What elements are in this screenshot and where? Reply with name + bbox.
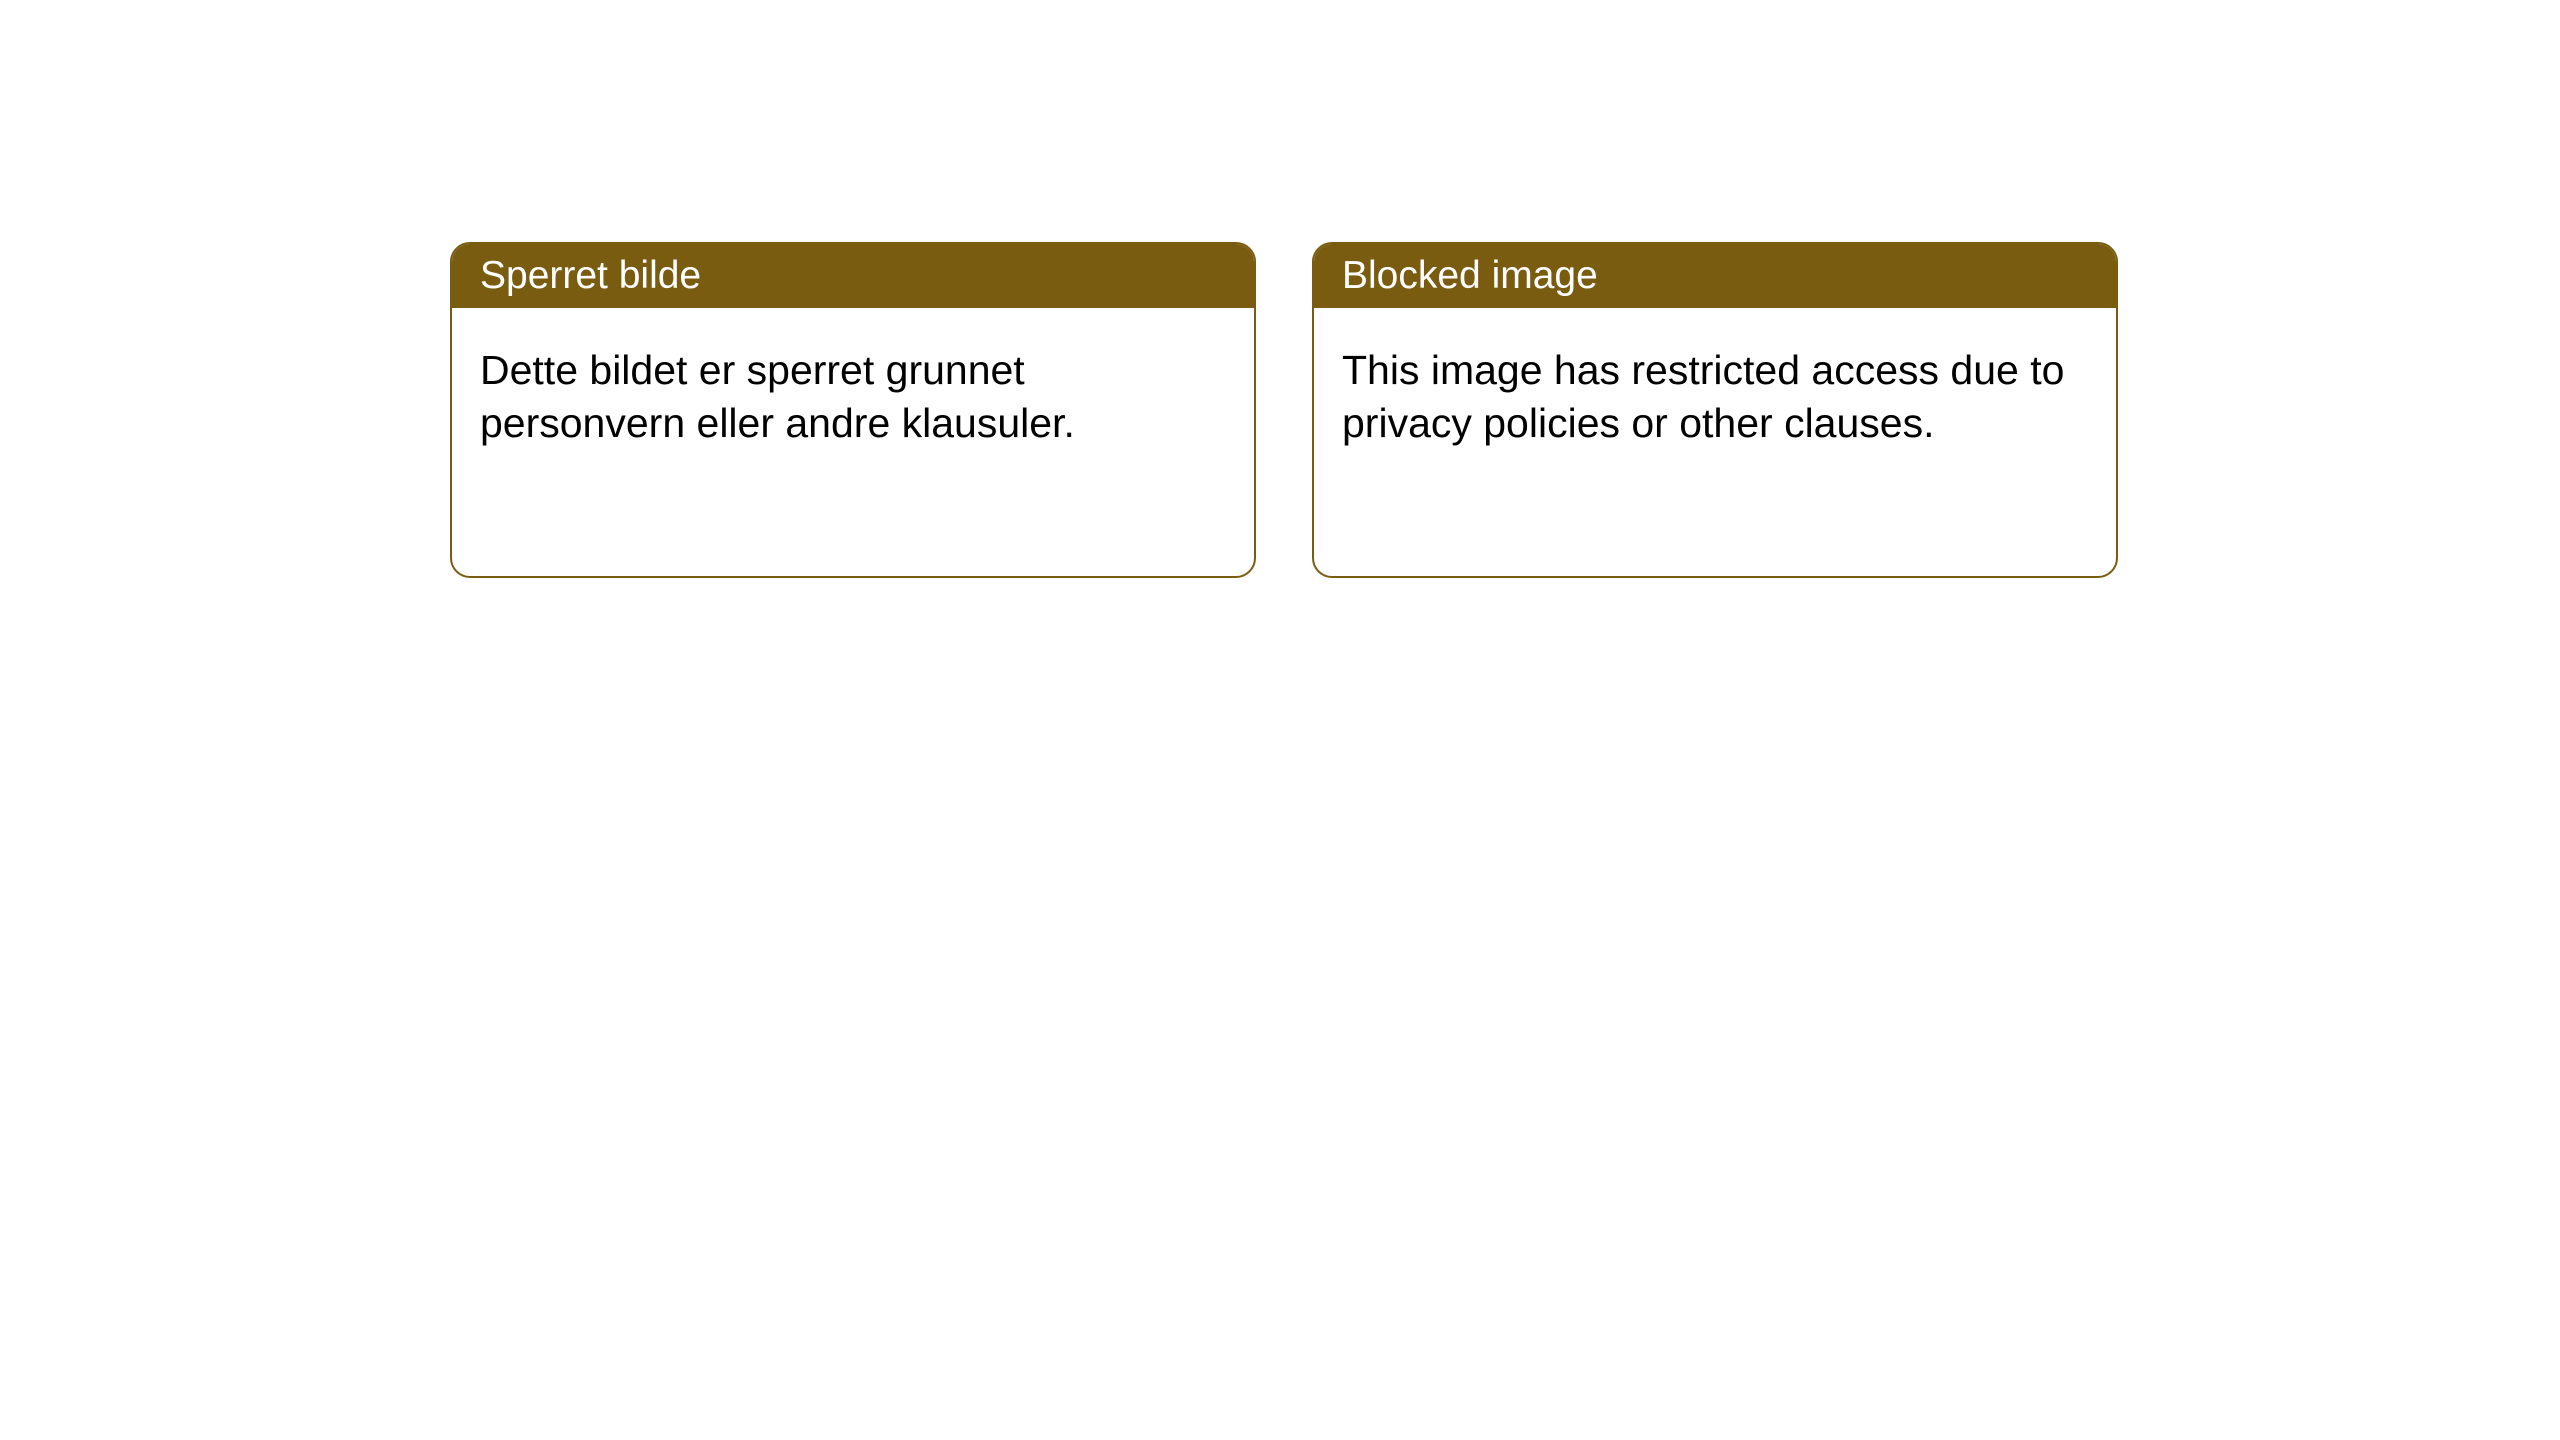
card-title: Blocked image (1314, 244, 2116, 308)
card-body-text: Dette bildet er sperret grunnet personve… (452, 308, 1254, 576)
card-body-text: This image has restricted access due to … (1314, 308, 2116, 576)
card-title: Sperret bilde (452, 244, 1254, 308)
notice-card-norwegian: Sperret bilde Dette bildet er sperret gr… (450, 242, 1256, 578)
notice-card-english: Blocked image This image has restricted … (1312, 242, 2118, 578)
notice-cards-container: Sperret bilde Dette bildet er sperret gr… (450, 242, 2118, 578)
